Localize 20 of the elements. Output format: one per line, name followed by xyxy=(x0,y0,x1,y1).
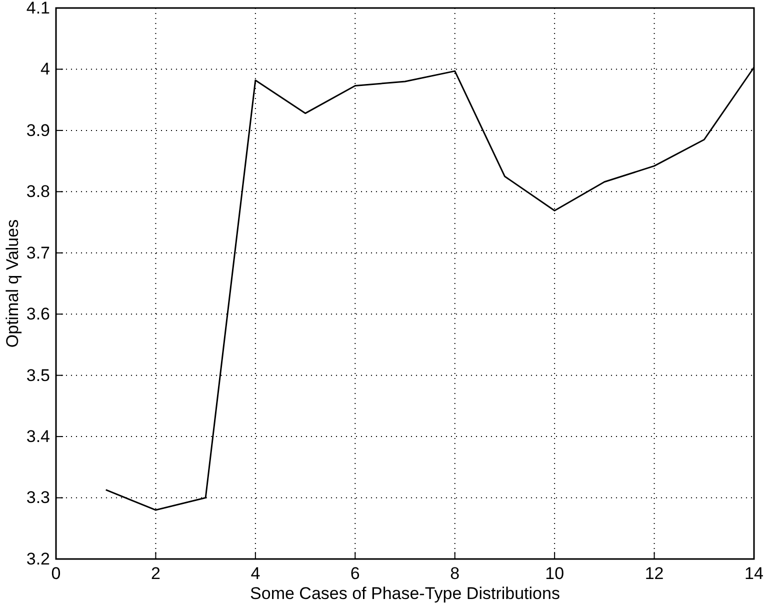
y-tick-label: 4.1 xyxy=(26,0,50,18)
y-tick-label: 3.3 xyxy=(26,488,50,508)
x-axis-title: Some Cases of Phase-Type Distributions xyxy=(250,584,560,603)
y-tick-label: 3.2 xyxy=(26,549,50,568)
x-tick-label: 4 xyxy=(250,564,260,584)
y-axis-title: Optimal q Values xyxy=(3,219,22,348)
y-tick-label: 3.6 xyxy=(26,304,50,324)
x-tick-label: 8 xyxy=(450,564,460,584)
y-tick-label: 3.9 xyxy=(26,120,50,140)
x-tick-label: 14 xyxy=(744,564,764,584)
x-tick-label: 12 xyxy=(644,564,664,584)
x-tick-label: 10 xyxy=(545,564,564,584)
y-tick-label: 3.4 xyxy=(26,426,50,446)
y-tick-label: 4 xyxy=(40,60,50,79)
y-tick-label: 3.7 xyxy=(26,243,50,262)
y-tick-label: 3.5 xyxy=(26,366,50,385)
x-tick-label: 2 xyxy=(150,564,160,584)
x-tick-label: 0 xyxy=(51,564,61,584)
x-tick-label: 6 xyxy=(350,564,360,584)
y-tick-label: 3.8 xyxy=(26,182,50,202)
